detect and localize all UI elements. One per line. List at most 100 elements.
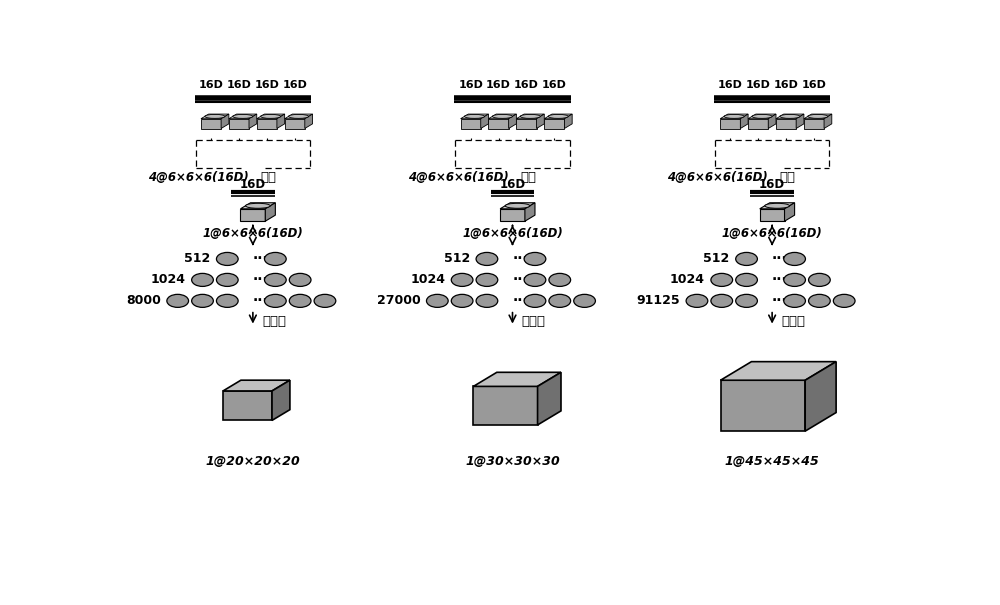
- Polygon shape: [257, 119, 277, 128]
- Polygon shape: [285, 114, 313, 119]
- Text: ···: ···: [512, 273, 528, 287]
- Text: 16D: 16D: [486, 80, 511, 90]
- Polygon shape: [544, 119, 564, 128]
- Circle shape: [476, 252, 498, 266]
- Text: 512: 512: [184, 252, 210, 266]
- Ellipse shape: [808, 114, 828, 119]
- Polygon shape: [824, 114, 832, 128]
- Text: 16D: 16D: [199, 80, 223, 90]
- Circle shape: [264, 252, 286, 266]
- Polygon shape: [537, 114, 544, 128]
- Ellipse shape: [765, 203, 790, 208]
- Polygon shape: [500, 209, 525, 221]
- Polygon shape: [720, 119, 740, 128]
- Polygon shape: [221, 114, 229, 128]
- Circle shape: [451, 295, 473, 307]
- Polygon shape: [223, 391, 272, 420]
- Circle shape: [711, 295, 733, 307]
- Circle shape: [711, 273, 733, 286]
- Circle shape: [289, 295, 311, 307]
- Polygon shape: [768, 114, 776, 128]
- Polygon shape: [804, 114, 832, 119]
- Ellipse shape: [492, 114, 512, 119]
- Text: 16D: 16D: [240, 178, 266, 191]
- Text: ···: ···: [253, 273, 268, 287]
- Circle shape: [264, 295, 286, 307]
- Polygon shape: [720, 114, 748, 119]
- Text: 16D: 16D: [759, 178, 785, 191]
- Text: 512: 512: [703, 252, 729, 266]
- Text: 1@20×20×20: 1@20×20×20: [206, 455, 300, 468]
- Text: ···: ···: [253, 294, 268, 308]
- Polygon shape: [805, 362, 836, 431]
- Polygon shape: [257, 114, 285, 119]
- Text: 512: 512: [444, 252, 470, 266]
- Polygon shape: [500, 203, 535, 209]
- Circle shape: [833, 295, 855, 307]
- Text: 16D: 16D: [802, 80, 826, 90]
- Circle shape: [314, 295, 336, 307]
- Text: 1024: 1024: [670, 273, 705, 286]
- Ellipse shape: [233, 114, 253, 119]
- Polygon shape: [525, 203, 535, 221]
- Ellipse shape: [780, 114, 800, 119]
- Polygon shape: [488, 119, 509, 128]
- Polygon shape: [285, 119, 305, 128]
- Polygon shape: [776, 114, 804, 119]
- Polygon shape: [748, 114, 776, 119]
- Text: ···: ···: [512, 294, 528, 308]
- Polygon shape: [804, 119, 824, 128]
- Text: 4@6×6×6(16D): 4@6×6×6(16D): [148, 171, 249, 184]
- Polygon shape: [721, 380, 805, 431]
- Text: 1@6×6×6(16D): 1@6×6×6(16D): [462, 227, 563, 240]
- Polygon shape: [201, 114, 229, 119]
- Circle shape: [736, 295, 757, 307]
- Circle shape: [192, 273, 213, 286]
- Text: 16D: 16D: [499, 178, 526, 191]
- Circle shape: [524, 252, 546, 266]
- Text: 掩膜: 掩膜: [780, 171, 796, 184]
- Circle shape: [686, 295, 708, 307]
- Text: 16D: 16D: [254, 80, 279, 90]
- Polygon shape: [473, 372, 561, 387]
- Circle shape: [476, 295, 498, 307]
- Ellipse shape: [289, 114, 309, 119]
- Circle shape: [476, 273, 498, 286]
- Text: 1024: 1024: [150, 273, 185, 286]
- Text: 1024: 1024: [410, 273, 445, 286]
- Polygon shape: [796, 114, 804, 128]
- Circle shape: [549, 295, 571, 307]
- Text: 掩膜: 掩膜: [261, 171, 277, 184]
- Polygon shape: [240, 203, 275, 209]
- Circle shape: [264, 273, 286, 286]
- Ellipse shape: [724, 114, 744, 119]
- Text: 16D: 16D: [458, 80, 483, 90]
- Ellipse shape: [505, 203, 530, 208]
- Circle shape: [426, 295, 448, 307]
- Circle shape: [192, 295, 213, 307]
- Text: 8000: 8000: [126, 295, 161, 307]
- Polygon shape: [277, 114, 285, 128]
- Circle shape: [809, 295, 830, 307]
- Circle shape: [736, 252, 757, 266]
- Polygon shape: [461, 114, 488, 119]
- Text: 4@6×6×6(16D): 4@6×6×6(16D): [668, 171, 768, 184]
- Polygon shape: [473, 387, 538, 425]
- Circle shape: [736, 273, 757, 286]
- Ellipse shape: [548, 114, 568, 119]
- Text: 再成形: 再成形: [522, 315, 546, 329]
- Text: 16D: 16D: [282, 80, 307, 90]
- Text: 91125: 91125: [636, 295, 680, 307]
- Text: ···: ···: [772, 252, 788, 266]
- Polygon shape: [538, 372, 561, 425]
- Polygon shape: [544, 114, 572, 119]
- Ellipse shape: [520, 114, 540, 119]
- Polygon shape: [760, 203, 795, 209]
- Circle shape: [784, 273, 805, 286]
- Circle shape: [524, 295, 546, 307]
- Text: ···: ···: [772, 273, 788, 287]
- Circle shape: [216, 273, 238, 286]
- Circle shape: [216, 295, 238, 307]
- Polygon shape: [240, 209, 265, 221]
- Text: 1@6×6×6(16D): 1@6×6×6(16D): [202, 227, 303, 240]
